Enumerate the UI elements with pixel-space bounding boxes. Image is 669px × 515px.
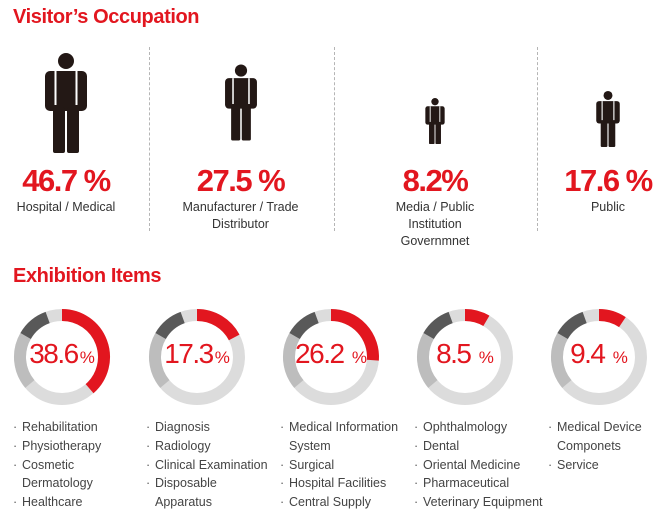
donut-segment xyxy=(417,333,438,388)
person-icon xyxy=(45,53,87,153)
list-item: Healthcare xyxy=(13,493,138,512)
donut-value-arc xyxy=(196,309,240,341)
donut-ring xyxy=(148,309,245,405)
donut-ring xyxy=(282,309,379,405)
donut-value: 38.6% xyxy=(29,338,95,369)
person-icon xyxy=(224,64,257,141)
exhibition-list: Medical Information System Surgical Hosp… xyxy=(280,418,410,512)
list-item: Ophthalmology xyxy=(414,418,549,437)
donut-ring xyxy=(416,309,513,405)
donut-ring xyxy=(13,309,110,405)
donut-value-arc xyxy=(61,309,110,394)
exhibition-list: Medical Device Componets Service xyxy=(548,418,656,474)
donut-segment xyxy=(20,311,50,340)
donut-segment xyxy=(423,311,453,340)
list-item: Rehabilitation xyxy=(13,418,138,437)
list-item: Dental xyxy=(414,437,549,456)
list-item: Disposable Apparatus xyxy=(146,474,235,512)
donut-ophthalmology: 8.5 % xyxy=(416,308,514,406)
donut-segment xyxy=(283,333,304,388)
donut-value-arc xyxy=(464,309,490,327)
donut-value: 26.2 % xyxy=(295,338,367,369)
list-item: Radiology xyxy=(146,437,276,456)
person-icon xyxy=(425,98,445,144)
list-item: Pharmaceutical xyxy=(414,474,549,493)
list-item: Central Supply xyxy=(280,493,410,512)
divider xyxy=(334,47,335,231)
occupation-item-hospital: 46.7 % Hospital / Medical xyxy=(5,45,127,235)
donut-segment xyxy=(289,311,319,340)
donut-value-arc xyxy=(330,309,379,361)
list-item: Surgical xyxy=(280,456,410,475)
occupation-title: Visitor’s Occupation xyxy=(13,6,200,28)
list-item: Diagnosis xyxy=(146,418,276,437)
list-item: Oriental Medicine xyxy=(414,456,549,475)
exhibition-list: Diagnosis Radiology Clinical Examination… xyxy=(146,418,276,512)
list-item: Hospital Facilities xyxy=(280,474,410,493)
list-item: Medical Information System xyxy=(280,418,404,456)
donut-rehabilitation: 38.6% xyxy=(13,308,111,406)
occupation-label: Public xyxy=(590,200,626,214)
person-icon xyxy=(596,91,620,147)
occupation-item-manufacturer: 27.5 % Manufacturer / Trade Distributor xyxy=(168,45,313,235)
donut-ring xyxy=(550,309,647,405)
occupation-percent: 17.6 % xyxy=(564,163,653,198)
list-item: Medical Device Componets xyxy=(548,418,653,456)
occupation-percent: 27.5 % xyxy=(196,163,286,198)
occupation-percent: 8.2% xyxy=(402,163,469,198)
donut-segment xyxy=(551,333,572,388)
donut-segment xyxy=(149,333,170,388)
donut-value-arc xyxy=(598,309,626,328)
list-item: Cosmetic Dermatology xyxy=(13,456,100,494)
divider xyxy=(537,47,538,231)
donut-value: 8.5 % xyxy=(436,338,494,369)
occupation-label: Media / Public Institution Governmnet xyxy=(395,200,475,248)
exhibition-list: Rehabilitation Physiotherapy Cosmetic De… xyxy=(13,418,138,512)
donut-segment xyxy=(155,311,185,340)
list-item: Physiotherapy xyxy=(13,437,138,456)
donut-diagnosis: 17.3% xyxy=(148,308,246,406)
donut-medical-device: 9.4 % xyxy=(550,308,648,406)
donut-value: 17.3% xyxy=(164,338,230,369)
occupation-item-public: 17.6 % Public xyxy=(560,45,656,235)
list-item: Service xyxy=(548,456,656,475)
donut-medical-information: 26.2 % xyxy=(282,308,380,406)
occupation-percent: 46.7 % xyxy=(22,163,111,198)
occupation-label: Hospital / Medical xyxy=(16,200,116,214)
occupation-label: Manufacturer / Trade Distributor xyxy=(182,200,299,231)
donut-segment xyxy=(557,311,587,340)
exhibition-title: Exhibition Items xyxy=(13,265,162,287)
donut-value: 9.4 % xyxy=(570,338,628,369)
list-item: Veterinary Equipment xyxy=(414,493,549,512)
exhibition-list: Ophthalmology Dental Oriental Medicine P… xyxy=(414,418,549,512)
occupation-item-media: 8.2% Media / Public Institution Governmn… xyxy=(355,45,515,248)
divider xyxy=(149,47,150,231)
list-item: Clinical Examination xyxy=(146,456,276,475)
donut-segment xyxy=(14,333,35,388)
